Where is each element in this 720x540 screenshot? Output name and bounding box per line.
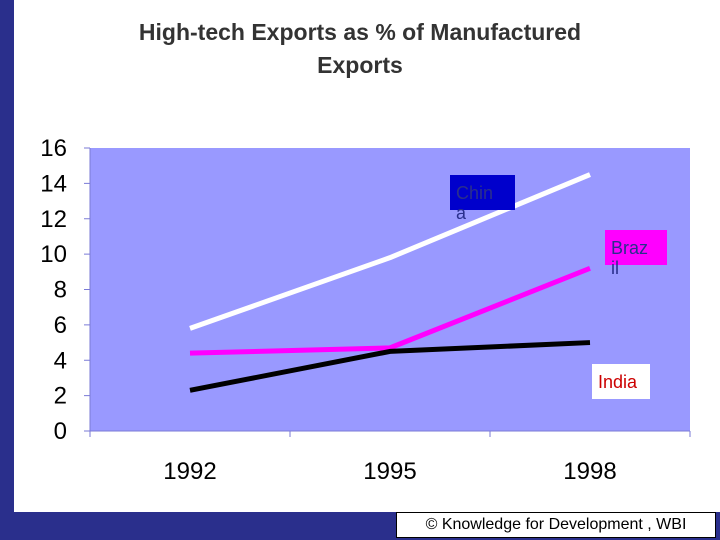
y-tick-label: 0: [54, 418, 67, 445]
series-label-box: [592, 364, 650, 399]
y-tick-label: 8: [54, 277, 67, 304]
chart-title: High-tech Exports as % of Manufactured E…: [30, 16, 690, 82]
y-tick-label: 16: [40, 135, 67, 162]
series-label-text: Braz: [611, 238, 648, 258]
chart-title-line-2: Exports: [317, 52, 403, 78]
series-label-text: il: [611, 258, 619, 278]
series-label-box: [450, 175, 515, 210]
plot-area: [90, 148, 690, 431]
x-tick-label: 1995: [363, 458, 416, 485]
y-tick-label: 2: [54, 383, 67, 410]
copyright-footer: © Knowledge for Development , WBI: [396, 512, 716, 538]
series-line: [189, 172, 591, 331]
copyright-text: © Knowledge for Development , WBI: [425, 516, 687, 533]
series-label-text: a: [456, 203, 467, 223]
y-tick-label: 10: [40, 241, 67, 268]
series-line: [189, 340, 591, 393]
series-label-text: Chin: [456, 183, 493, 203]
y-tick-label: 14: [40, 170, 67, 197]
side-accent-bar: [0, 0, 14, 540]
y-axis: 0 2 4 6 8 10 12 14 16: [40, 135, 91, 445]
series-label: India: [592, 364, 650, 399]
series-label-box: [605, 230, 667, 265]
y-tick-label: 4: [54, 347, 67, 374]
y-tick-label: 12: [40, 206, 67, 233]
series-lines: [189, 172, 591, 393]
series-line: [189, 265, 591, 356]
y-tick-label: 6: [54, 312, 67, 339]
x-axis: 1992 1995 1998: [89, 430, 691, 485]
x-tick-label: 1992: [163, 458, 216, 485]
x-tick-label: 1998: [563, 458, 616, 485]
series-label-text: India: [598, 372, 638, 392]
chart-title-line-1: High-tech Exports as % of Manufactured: [138, 19, 582, 45]
